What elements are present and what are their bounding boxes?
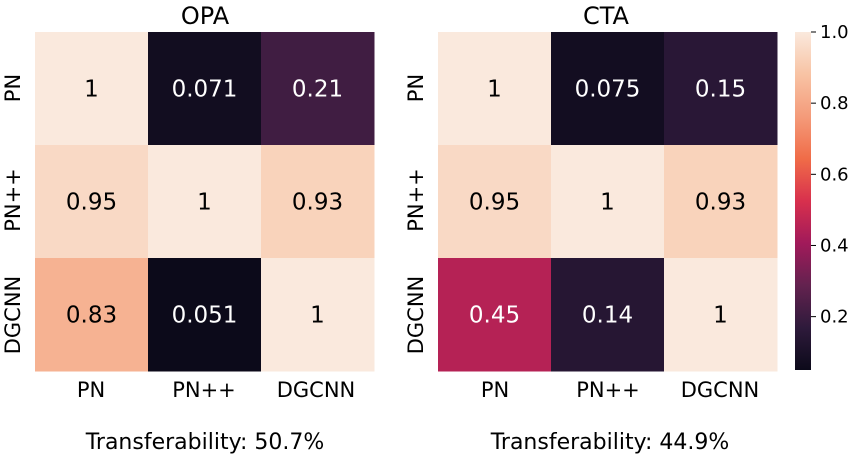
cell-value-label: 1 xyxy=(197,190,212,216)
cell-value-label: 0.15 xyxy=(695,77,746,103)
y-tick-label: PN xyxy=(1,74,25,102)
cell-value-label: 0.45 xyxy=(469,303,520,329)
cell-value-label: 1 xyxy=(487,77,502,103)
colorbar: 0.2 0.4 0.6 0.8 1.0 xyxy=(795,22,849,370)
heatmap-cell xyxy=(551,258,665,372)
cell-value-label: 0.93 xyxy=(695,190,746,216)
cell-value-label: 1 xyxy=(713,303,728,329)
y-tick-labels: PN PN++ DGCNN xyxy=(1,74,25,354)
heatmap-panel-cta: CTA 1 0.075 0.15 0.95 1 0.93 0.45 0.14 1 PN PN++… xyxy=(404,2,778,455)
x-tick-label: PN++ xyxy=(576,378,640,402)
colorbar-ticks: 0.2 0.4 0.6 0.8 1.0 xyxy=(811,22,849,328)
cell-values: 1 0.075 0.15 0.95 1 0.93 0.45 0.14 1 xyxy=(469,77,746,329)
heatmap-cell xyxy=(148,32,262,146)
heatmap-cell xyxy=(664,258,778,372)
colorbar-tick-label: 0.4 xyxy=(820,235,849,256)
cell-value-label: 0.071 xyxy=(172,77,238,103)
x-tick-label: DGCNN xyxy=(681,378,760,402)
heatmap-cell xyxy=(148,145,262,259)
y-tick-label: DGCNN xyxy=(404,276,428,355)
heatmap-cell xyxy=(261,258,375,372)
x-tick-label: PN xyxy=(77,378,105,402)
cell-value-label: 0.83 xyxy=(66,303,117,329)
heatmap-panel-opa: OPA 1 0.071 0.21 0.95 1 0.93 0.83 0.051 1 PN PN+… xyxy=(1,2,375,455)
heatmap-cell xyxy=(551,32,665,146)
y-tick-label: DGCNN xyxy=(1,276,25,355)
heatmap-cell xyxy=(35,32,149,146)
heatmap-cell xyxy=(261,145,375,259)
y-tick-labels: PN PN++ DGCNN xyxy=(404,74,428,354)
heatmap-cell xyxy=(438,258,552,372)
colorbar-tick-label: 1.0 xyxy=(820,22,849,43)
cell-value-label: 0.95 xyxy=(469,190,520,216)
x-tick-labels: PN PN++ DGCNN xyxy=(481,378,759,402)
cell-value-label: 0.95 xyxy=(66,190,117,216)
colorbar-gradient xyxy=(795,32,811,370)
cell-value-label: 1 xyxy=(310,303,325,329)
y-tick-label: PN++ xyxy=(1,168,25,232)
heatmap-cell xyxy=(438,145,552,259)
x-tick-label: PN xyxy=(481,378,509,402)
cell-value-label: 1 xyxy=(84,77,99,103)
heatmap-cells xyxy=(35,32,375,372)
heatmap-cells xyxy=(438,32,778,372)
cell-value-label: 0.051 xyxy=(172,303,238,329)
colorbar-tick-label: 0.8 xyxy=(820,93,849,114)
heatmap-cell xyxy=(551,145,665,259)
heatmap-cell xyxy=(35,258,149,372)
heatmap-cell xyxy=(438,32,552,146)
y-tick-label: PN xyxy=(404,74,428,102)
cell-value-label: 0.21 xyxy=(292,77,343,103)
transferability-caption: Transferability: 44.9% xyxy=(490,430,730,455)
cell-value-label: 0.14 xyxy=(582,303,633,329)
cell-values: 1 0.071 0.21 0.95 1 0.93 0.83 0.051 1 xyxy=(66,77,343,329)
colorbar-tick-label: 0.2 xyxy=(820,307,849,328)
y-tick-label: PN++ xyxy=(404,168,428,232)
cell-value-label: 0.93 xyxy=(292,190,343,216)
transferability-caption: Transferability: 50.7% xyxy=(85,430,325,455)
panel-title: CTA xyxy=(583,2,630,30)
colorbar-tick-label: 0.6 xyxy=(820,164,849,185)
x-tick-label: PN++ xyxy=(172,378,236,402)
x-tick-label: DGCNN xyxy=(277,378,356,402)
heatmap-cell xyxy=(664,32,778,146)
heatmap-cell xyxy=(664,145,778,259)
cell-value-label: 1 xyxy=(600,190,615,216)
x-tick-labels: PN PN++ DGCNN xyxy=(77,378,355,402)
cell-value-label: 0.075 xyxy=(575,77,641,103)
heatmap-cell xyxy=(148,258,262,372)
heatmap-cell xyxy=(261,32,375,146)
heatmap-cell xyxy=(35,145,149,259)
panel-title: OPA xyxy=(181,2,230,30)
